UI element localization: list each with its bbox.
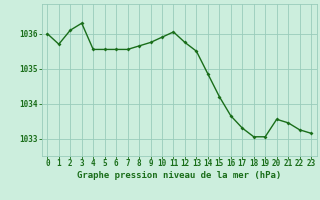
- X-axis label: Graphe pression niveau de la mer (hPa): Graphe pression niveau de la mer (hPa): [77, 171, 281, 180]
